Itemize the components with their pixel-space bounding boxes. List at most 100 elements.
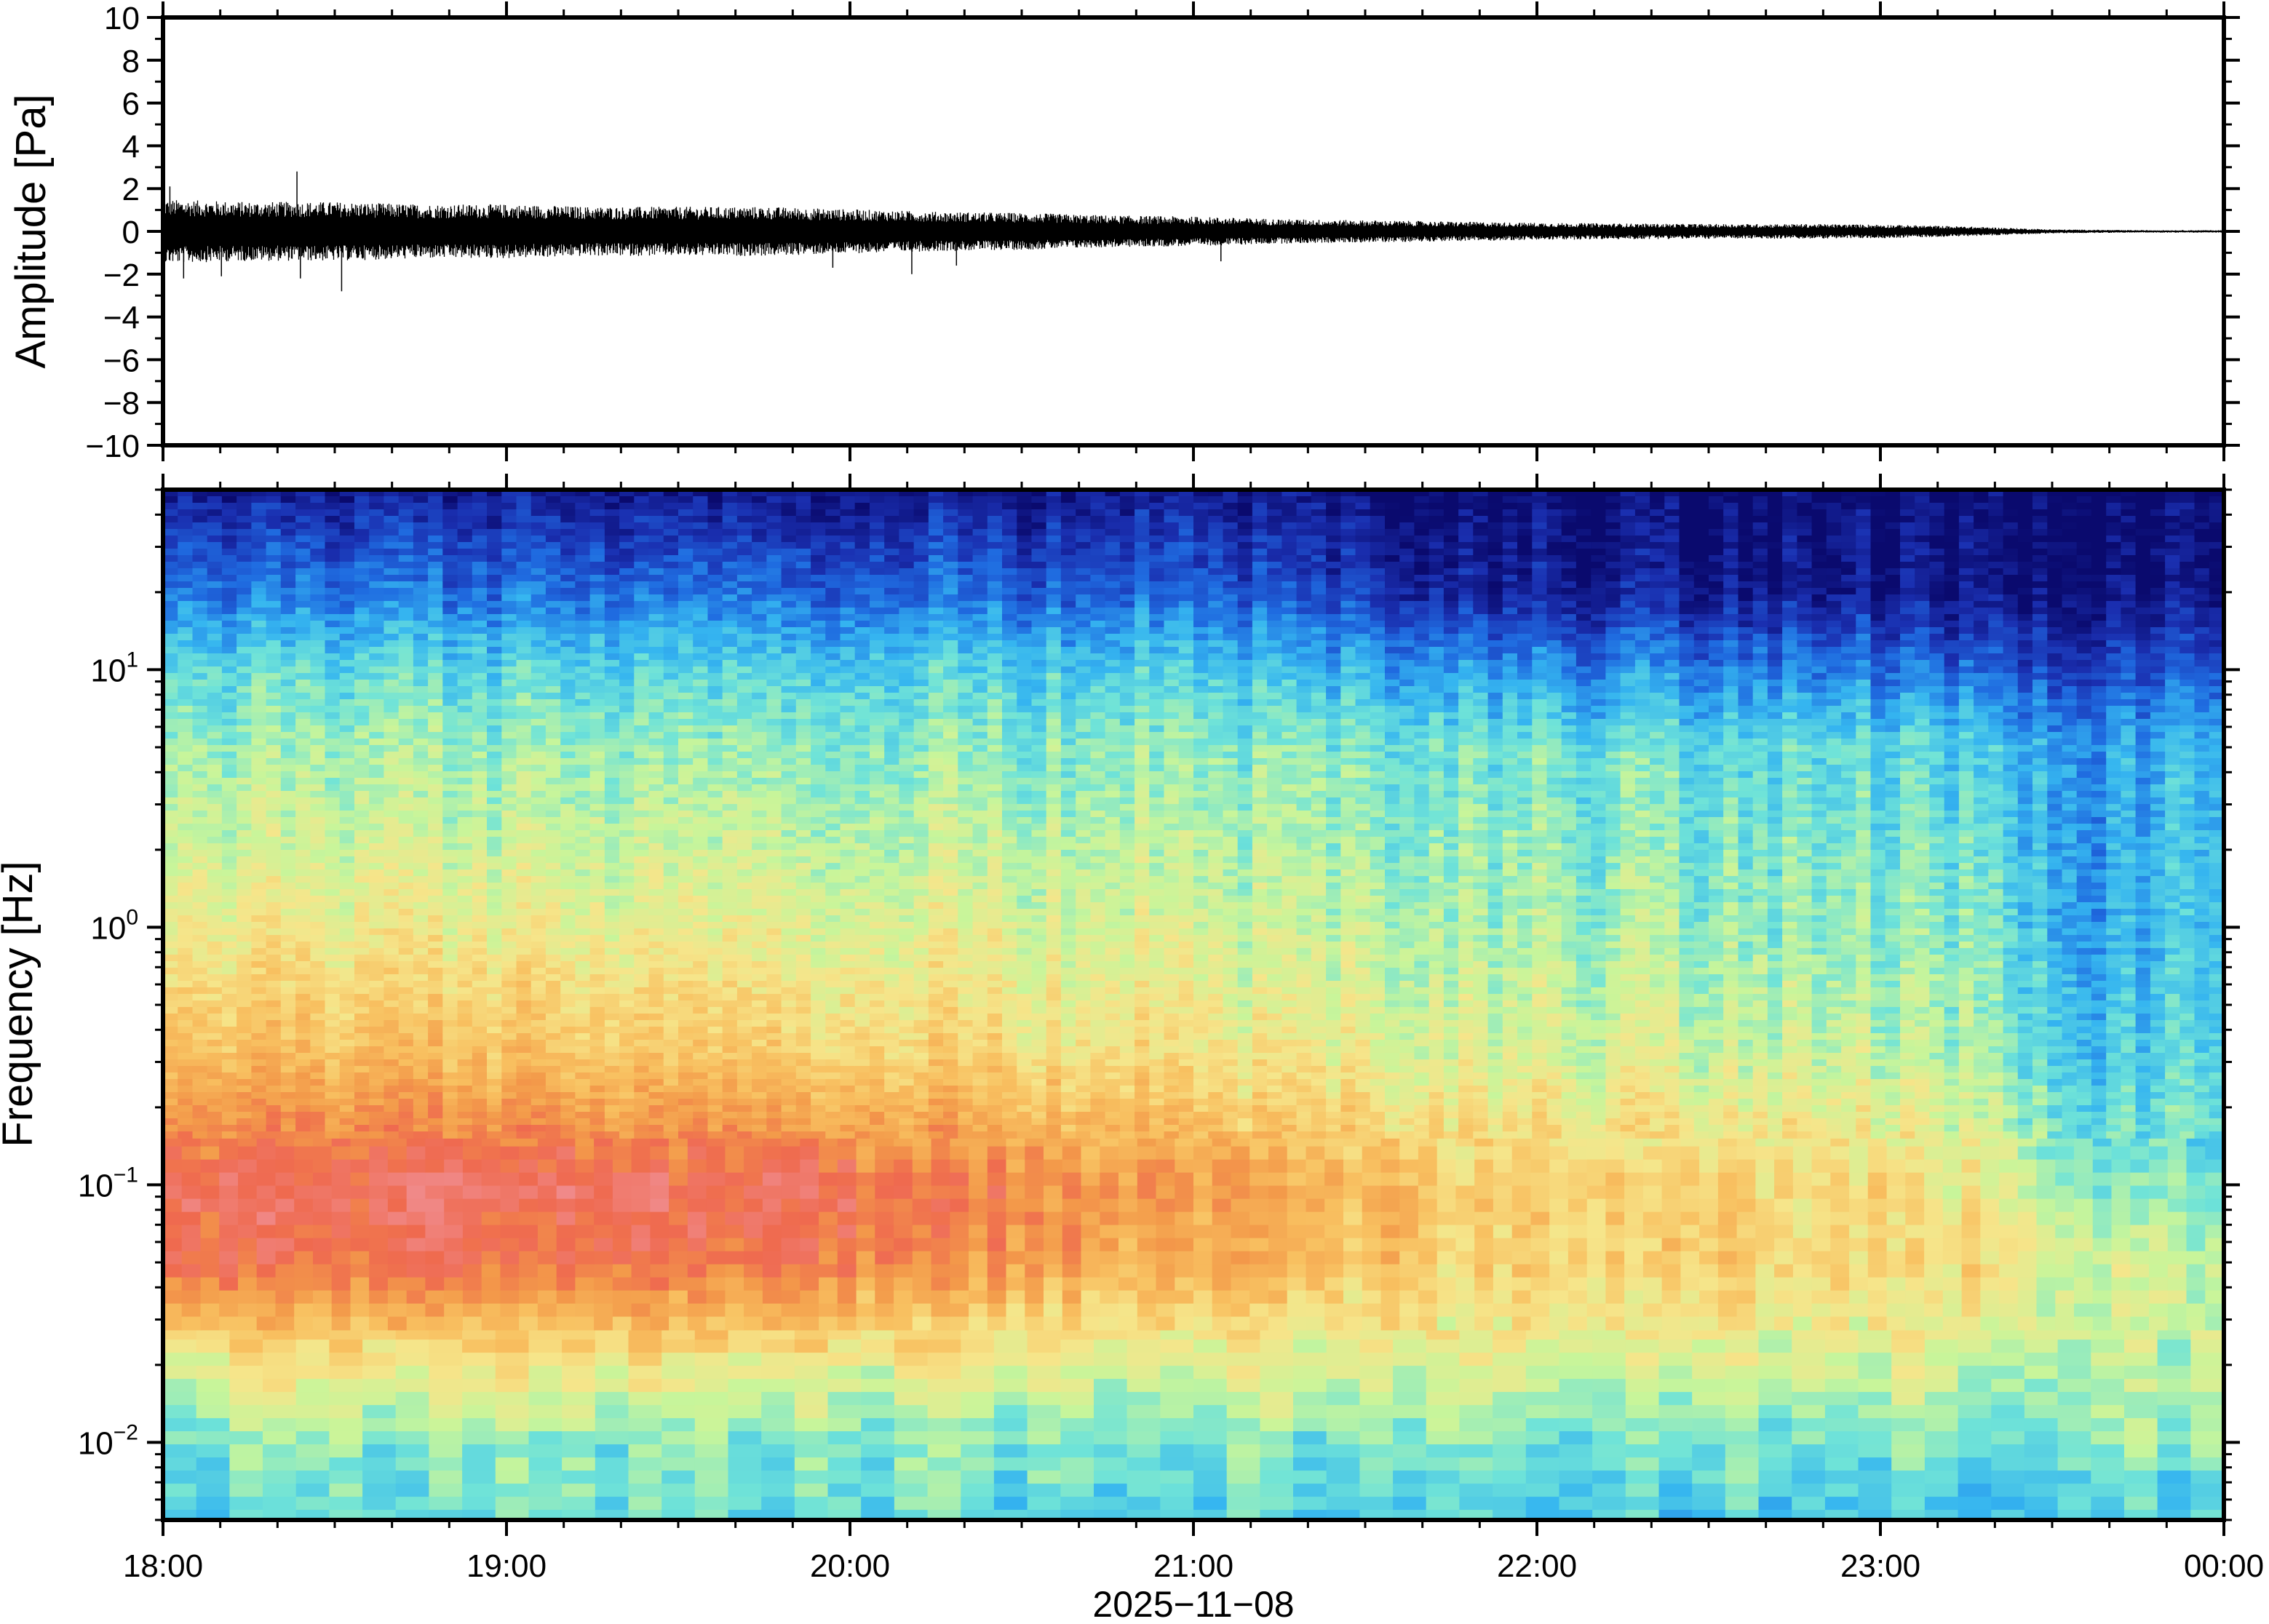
spectrogram-cell bbox=[163, 1264, 183, 1278]
spectrogram-cell bbox=[1436, 1277, 1457, 1291]
spectrogram-cell bbox=[837, 1264, 857, 1278]
spectrogram-cell bbox=[1426, 1366, 1461, 1380]
spectrogram-cell bbox=[1399, 1303, 1419, 1318]
spectrogram-cell bbox=[238, 1198, 258, 1213]
spectrogram-cell bbox=[280, 1007, 296, 1014]
spectrogram-cell bbox=[1525, 1444, 1560, 1458]
spectrogram-cell bbox=[1193, 1484, 1228, 1497]
spectrogram-cell bbox=[237, 1059, 253, 1067]
spectrogram-cell bbox=[744, 1316, 763, 1331]
spectrogram-cell bbox=[237, 778, 253, 785]
spectrogram-cell bbox=[612, 1251, 632, 1265]
spectrogram-cell bbox=[595, 1484, 629, 1497]
spectrogram-cell bbox=[442, 1053, 458, 1060]
spectrogram-cell bbox=[1027, 1366, 1062, 1380]
spectrogram-cell bbox=[837, 1146, 857, 1161]
spectrogram-cell bbox=[237, 686, 253, 693]
spectrogram-cell bbox=[295, 1444, 330, 1458]
spectrogram-cell bbox=[1736, 1172, 1757, 1187]
spectrogram-cell bbox=[325, 673, 341, 680]
spectrogram-cell bbox=[266, 942, 282, 949]
spectrogram-cell bbox=[442, 1105, 458, 1112]
spectrogram-cell bbox=[237, 843, 253, 851]
spectrogram-cell bbox=[462, 1418, 496, 1432]
spectrogram-cell bbox=[761, 1444, 795, 1458]
spectrogram-cell bbox=[987, 1198, 1007, 1213]
spectrogram-cell bbox=[369, 673, 385, 680]
spectrogram-cell bbox=[800, 1277, 819, 1291]
spectrogram-cell bbox=[500, 1264, 520, 1278]
spectrogram-cell bbox=[487, 1059, 502, 1067]
spectrogram-cell bbox=[178, 1066, 194, 1073]
spectrogram-cell bbox=[280, 536, 296, 543]
spectrogram-cell bbox=[325, 752, 341, 759]
spectrogram-cell bbox=[310, 575, 326, 582]
spectrogram-cell bbox=[369, 601, 385, 608]
spectrogram-cell bbox=[472, 758, 488, 765]
spectrogram-cell bbox=[1399, 1238, 1419, 1252]
spectrogram-cell bbox=[295, 856, 311, 864]
spectrogram-cell bbox=[631, 1238, 651, 1252]
spectrogram-cell bbox=[457, 640, 473, 648]
spectrogram-cell bbox=[2091, 1392, 2125, 1406]
spectrogram-cell bbox=[1249, 1251, 1269, 1265]
spectrogram-cell bbox=[669, 1159, 688, 1174]
spectrogram-cell bbox=[369, 896, 385, 903]
spectrogram-cell bbox=[1958, 1340, 1992, 1353]
spectrogram-cell bbox=[1642, 1198, 1663, 1213]
spectrogram-cell bbox=[413, 856, 429, 864]
spectrogram-cell bbox=[2055, 1277, 2075, 1291]
spectrogram-cell bbox=[556, 1198, 576, 1213]
spectrogram-cell bbox=[1891, 1366, 1926, 1380]
spectrogram-cell bbox=[1493, 1497, 1527, 1510]
spectrogram-cell bbox=[310, 928, 326, 936]
spectrogram-cell bbox=[178, 588, 194, 595]
spectrogram-cell bbox=[384, 549, 400, 556]
spectrogram-cell bbox=[495, 1457, 530, 1471]
spectrogram-cell bbox=[192, 621, 208, 628]
spectrogram-cell bbox=[462, 1444, 496, 1458]
spectrogram-cell bbox=[2024, 1392, 2059, 1406]
spectrogram-cell bbox=[472, 594, 488, 602]
spectrogram-cell bbox=[1755, 1316, 1775, 1331]
spectrogram-cell bbox=[251, 824, 267, 831]
spectrogram-cell bbox=[457, 935, 473, 942]
spectrogram-cell bbox=[1586, 1277, 1607, 1291]
spectrogram-cell bbox=[229, 1366, 263, 1380]
spectrogram-cell bbox=[1792, 1392, 1826, 1406]
spectrogram-cell bbox=[266, 994, 282, 1001]
spectrogram-cell bbox=[1991, 1418, 2025, 1432]
spectrogram-cell bbox=[761, 1366, 795, 1380]
spectrogram-cell bbox=[178, 666, 194, 674]
spectrogram-cell bbox=[457, 647, 473, 654]
spectrogram-cell bbox=[442, 588, 458, 595]
spectrogram-cell bbox=[1418, 1251, 1438, 1265]
spectrogram-cell bbox=[163, 955, 178, 962]
spectrogram-cell bbox=[2055, 1251, 2075, 1265]
spectrogram-cell bbox=[163, 666, 178, 674]
spectrogram-cell bbox=[196, 1379, 231, 1393]
spectrogram-cell bbox=[163, 634, 178, 641]
spectrogram-cell bbox=[1886, 1185, 1907, 1200]
spectrogram-cell bbox=[339, 758, 355, 765]
spectrogram-cell bbox=[310, 837, 326, 844]
spectrogram-cell bbox=[500, 1185, 520, 1200]
spectrogram-cell bbox=[266, 745, 282, 752]
spectrogram-cell bbox=[1249, 1198, 1269, 1213]
spectrogram-cell bbox=[207, 811, 223, 818]
spectrogram-cell bbox=[472, 529, 488, 536]
spectrogram-cell bbox=[295, 824, 311, 831]
spectrogram-cell bbox=[457, 850, 473, 857]
spectrogram-cell bbox=[406, 1303, 426, 1318]
spectrogram-cell bbox=[237, 1072, 253, 1080]
spectrogram-cell bbox=[339, 496, 355, 503]
spectrogram-cell bbox=[457, 804, 473, 811]
spectrogram-cell bbox=[2017, 1225, 2038, 1239]
spectrogram-cell bbox=[192, 529, 208, 536]
spectrogram-cell bbox=[1268, 1264, 1288, 1278]
spectrogram-cell bbox=[221, 1066, 237, 1073]
spectrogram-cell bbox=[362, 1418, 397, 1432]
spectrogram-cell bbox=[487, 869, 502, 877]
spectrogram-cell bbox=[295, 503, 311, 510]
spectrogram-cell bbox=[280, 1092, 296, 1099]
